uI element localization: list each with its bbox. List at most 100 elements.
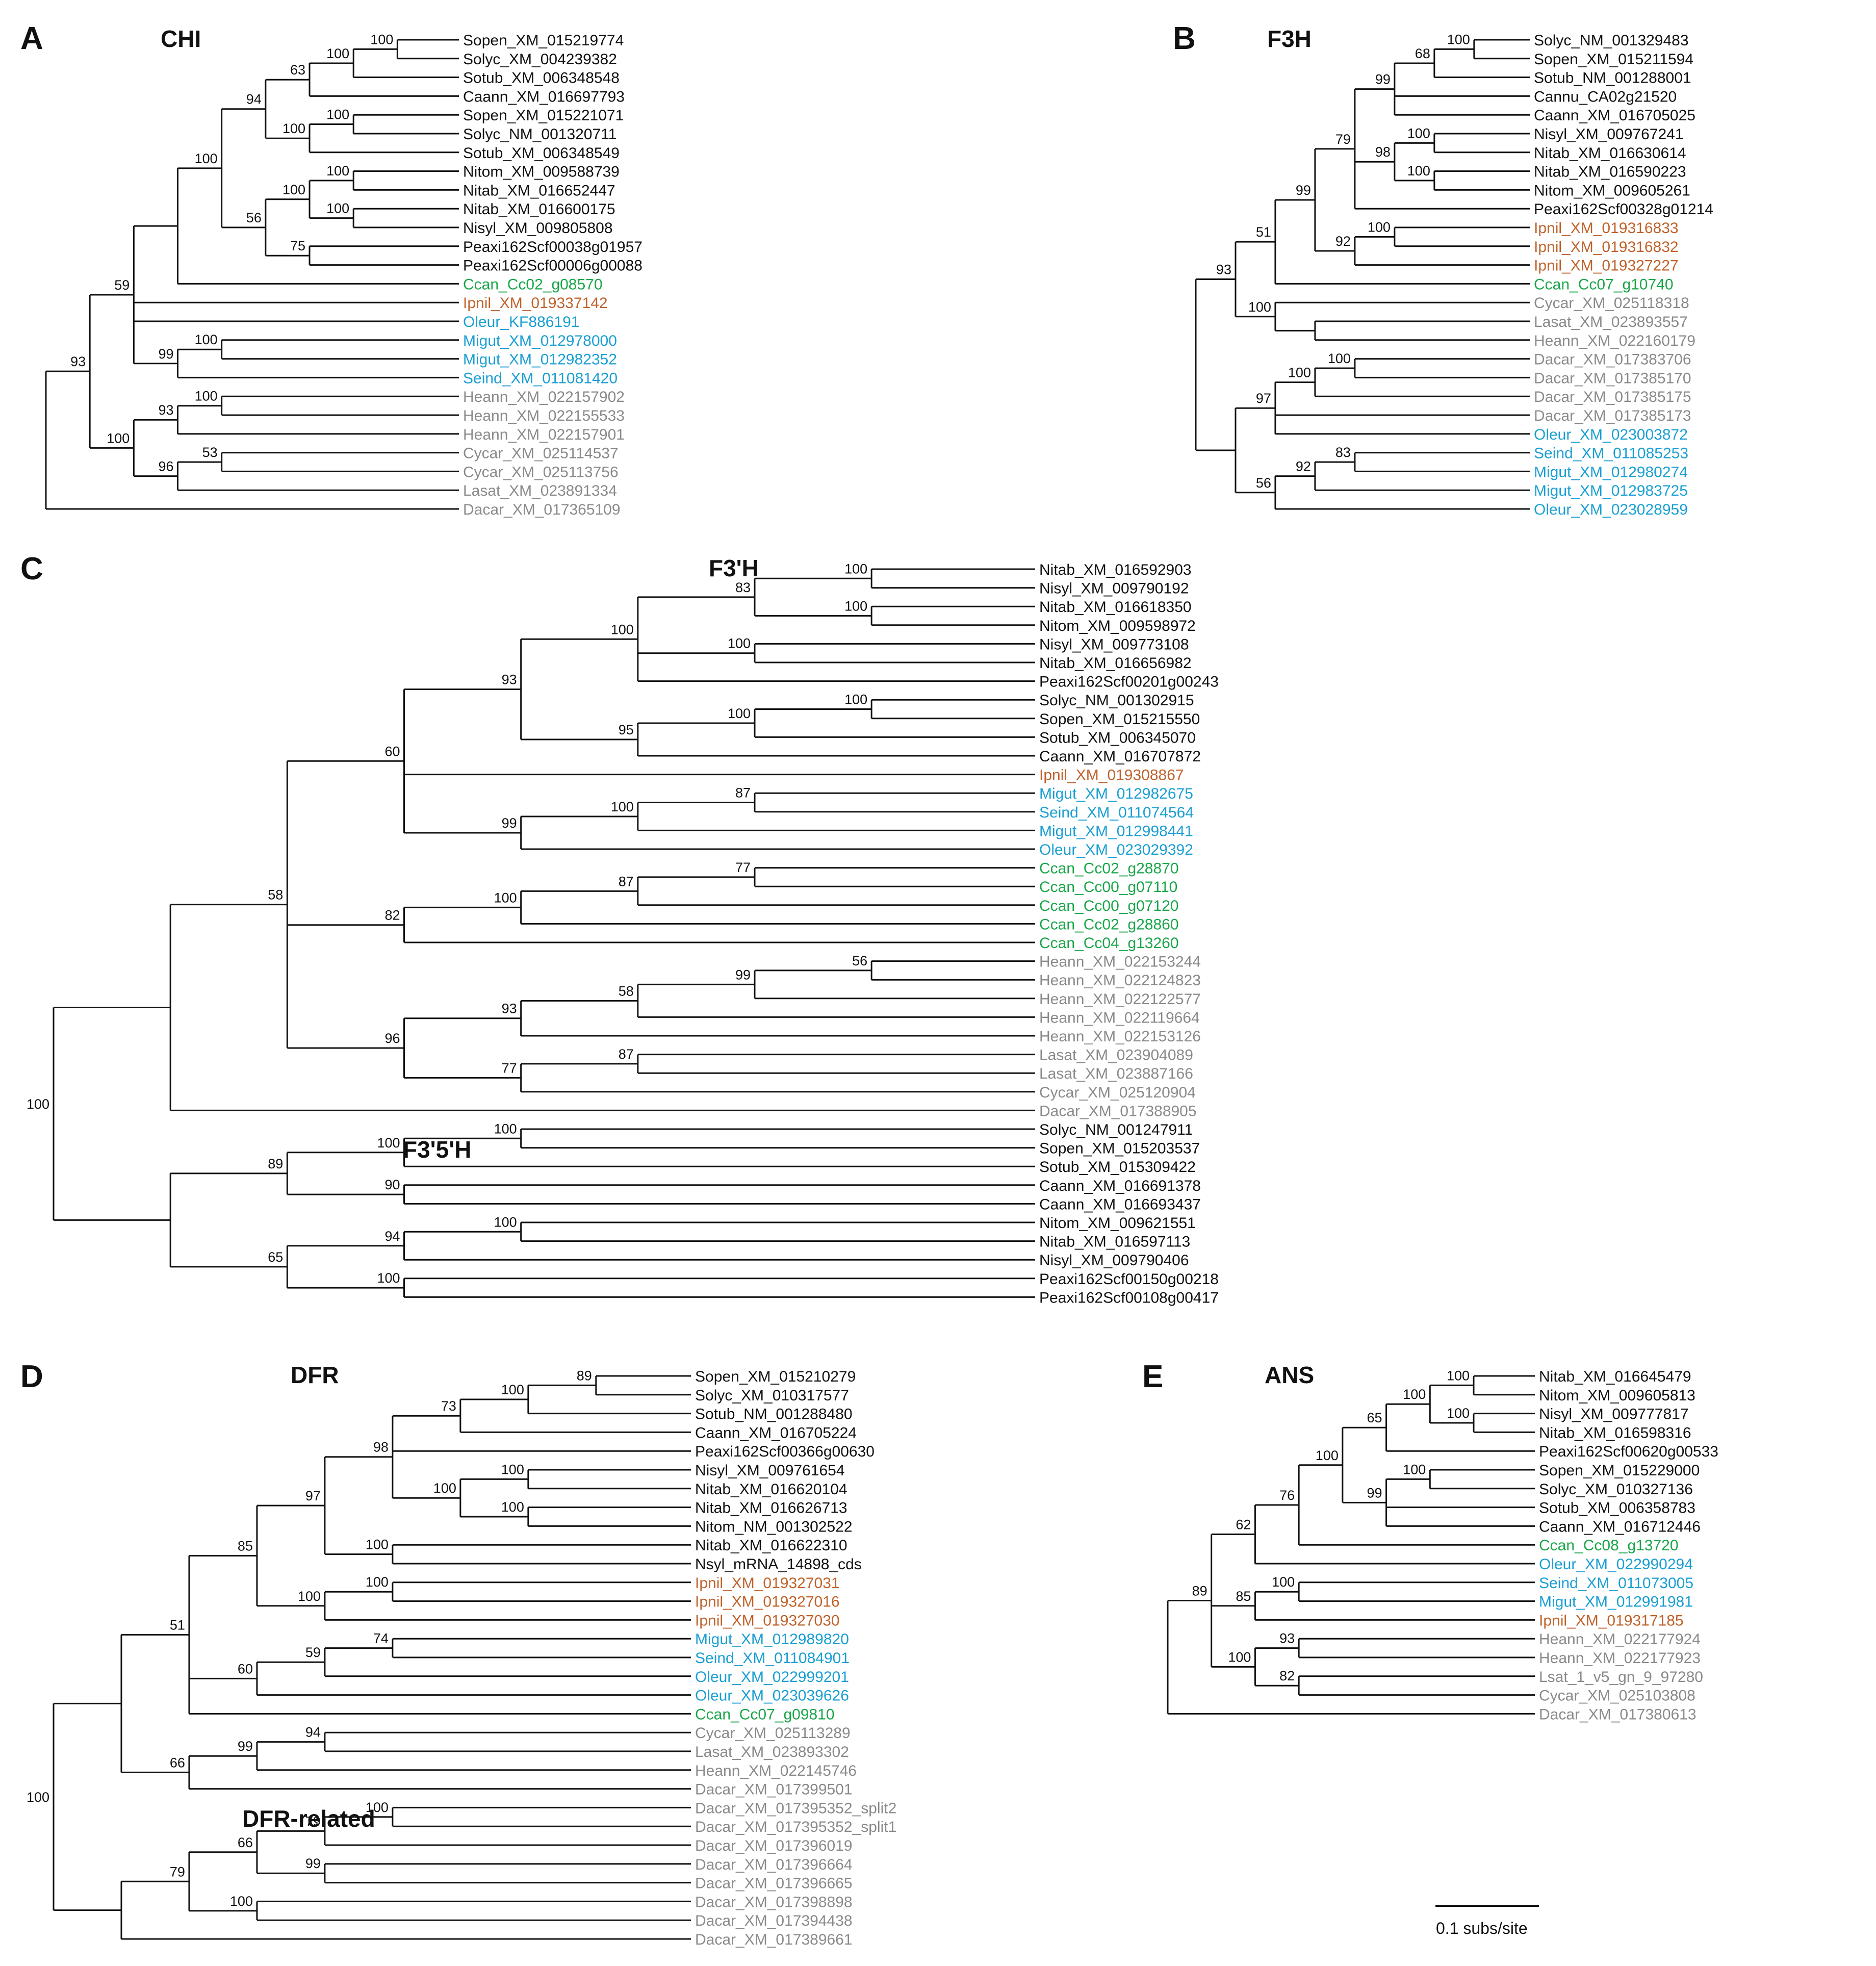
bootstrap-label: 100 — [1447, 1406, 1470, 1421]
bootstrap-label: 100 — [282, 182, 305, 197]
tip-label: Ipnil_XM_019327016 — [695, 1594, 840, 1611]
tip-label: Peaxi162Scf00201g00243 — [1039, 674, 1219, 691]
tip-label: Caann_XM_016705224 — [695, 1424, 857, 1441]
tip-label: Oleur_XM_022990294 — [1539, 1556, 1693, 1573]
tip-label: Peaxi162Scf00108g00417 — [1039, 1289, 1219, 1306]
bootstrap-label: 59 — [305, 1645, 321, 1660]
tip-label: Solyc_NM_001320711 — [463, 126, 616, 143]
bootstrap-label: 100 — [298, 1589, 321, 1604]
tip-label: Ipnil_XM_019316833 — [1534, 220, 1679, 237]
bootstrap-label: 66 — [238, 1835, 253, 1850]
tip-label: Peaxi162Scf00328g01214 — [1534, 201, 1713, 218]
tip-label: Nitab_XM_016590223 — [1534, 164, 1686, 181]
panel-letter-a: A — [20, 21, 43, 56]
tip-label: Sopen_XM_015219774 — [463, 32, 624, 49]
tip-label: Nitab_XM_016622310 — [695, 1537, 847, 1554]
bootstrap-label: 99 — [238, 1739, 253, 1754]
tip-label: Sotub_XM_006348548 — [463, 70, 620, 87]
tip-label: Nitab_XM_016598316 — [1539, 1424, 1691, 1441]
bootstrap-label: 100 — [326, 46, 349, 61]
tip-label: Solyc_XM_010317577 — [695, 1387, 849, 1404]
bootstrap-label: 56 — [852, 953, 867, 968]
bootstrap-label: 100 — [195, 332, 218, 347]
tip-label: Dacar_XM_017394438 — [695, 1912, 853, 1929]
panel-title-dfr: DFR — [291, 1362, 339, 1388]
bootstrap-label: 93 — [1216, 262, 1231, 277]
tip-label: Migut_XM_012982352 — [463, 351, 617, 368]
panel-title-ans: ANS — [1265, 1362, 1314, 1388]
bootstrap-label: 100 — [326, 163, 349, 178]
tree-f3h-f35h: 100 58 60 93 100 83 100 Nitab_XM_016592903 Nisyl… — [27, 561, 1219, 1306]
tip-label: Peaxi162Scf00038g01957 — [463, 239, 643, 256]
tip-label: Nisyl_XM_009761654 — [695, 1462, 845, 1479]
tip-label: Heann_XM_022160179 — [1534, 333, 1695, 349]
tip-label: Nitom_XM_009598972 — [1039, 618, 1196, 634]
tip-label: Dacar_XM_017385170 — [1534, 370, 1691, 387]
bootstrap-label: 99 — [502, 815, 517, 831]
bootstrap-label: 100 — [844, 561, 867, 576]
tip-label: Seind_XM_011073005 — [1539, 1575, 1693, 1592]
bootstrap-label: 92 — [1335, 234, 1351, 249]
bootstrap-label: 100 — [844, 599, 867, 614]
tip-label: Cycar_XM_025120904 — [1039, 1084, 1196, 1101]
tip-label: Sopen_XM_015215550 — [1039, 711, 1200, 728]
tip-label: Cannu_CA02g21520 — [1534, 88, 1677, 105]
tip-label: Cycar_XM_025103808 — [1539, 1688, 1695, 1704]
bootstrap-label: 100 — [1328, 351, 1351, 366]
tip-label: Cycar_XM_025113756 — [463, 464, 619, 480]
tip-label: Oleur_XM_023028959 — [1534, 501, 1688, 518]
bootstrap-label: 99 — [158, 346, 173, 362]
bootstrap-label: 100 — [366, 1537, 389, 1552]
bootstrap-label: 62 — [1236, 1517, 1251, 1533]
bootstrap-label: 93 — [158, 402, 173, 418]
bootstrap-label: 99 — [1296, 183, 1311, 198]
tree-f3h: 93 51 99 79 99 68 100 Solyc_NM_001329483 Sopen_X… — [1195, 32, 1713, 518]
tip-label: Peaxi162Scf00150g00218 — [1039, 1271, 1219, 1288]
tip-label: Dacar_XM_017395352_split1 — [695, 1819, 896, 1835]
tip-label: Migut_XM_012998441 — [1039, 823, 1193, 839]
bootstrap-label: 79 — [1335, 132, 1351, 147]
bootstrap-label: 100 — [326, 201, 349, 216]
tip-label: Sotub_XM_006345070 — [1039, 729, 1196, 746]
tip-label: Solyc_NM_001247911 — [1039, 1121, 1193, 1138]
tip-label: Nitom_XM_009588739 — [463, 164, 620, 181]
bootstrap-label: 100 — [611, 799, 634, 814]
bootstrap-label: 100 — [1316, 1448, 1339, 1463]
tip-label: Lasat_XM_023893302 — [695, 1744, 849, 1760]
tip-label: Ipnil_XM_019317185 — [1539, 1612, 1684, 1629]
tip-label: Lsat_1_v5_gn_9_97280 — [1539, 1669, 1703, 1686]
bootstrap-label: 98 — [1375, 144, 1391, 160]
bootstrap-label: 60 — [238, 1661, 253, 1676]
tip-label: Heann_XM_022153244 — [1039, 954, 1201, 971]
bootstrap-label: 87 — [735, 785, 751, 801]
tree-chi: 93 59 100 94 63 100 100 Sopen_XM_015219774 Solyc… — [45, 32, 643, 518]
bootstrap-label: 100 — [1368, 219, 1391, 235]
bootstrap-label: 56 — [246, 210, 262, 225]
bootstrap-label: 82 — [1279, 1668, 1295, 1683]
bootstrap-label: 73 — [441, 1398, 456, 1414]
bootstrap-label: 83 — [735, 580, 751, 595]
tip-label: Caann_XM_016697793 — [463, 88, 625, 105]
bootstrap-label: 100 — [230, 1894, 253, 1909]
tip-label: Seind_XM_011084901 — [695, 1650, 850, 1667]
tip-label: Seind_XM_011081420 — [463, 370, 618, 387]
bootstrap-label: 97 — [1256, 391, 1271, 406]
bootstrap-label: 65 — [268, 1249, 283, 1265]
tip-label: Dacar_XM_017396019 — [695, 1837, 853, 1854]
tip-label: Nitom_NM_001302522 — [695, 1518, 853, 1535]
tip-label: Ipnil_XM_019308867 — [1039, 767, 1184, 784]
tip-label: Lasat_XM_023887166 — [1039, 1065, 1193, 1082]
tip-label: Dacar_XM_017396665 — [695, 1875, 853, 1892]
bootstrap-label: 85 — [1236, 1589, 1251, 1604]
tip-label: Ipnil_XM_019327030 — [695, 1612, 840, 1629]
tip-label: Nitab_XM_016592903 — [1039, 561, 1192, 578]
tip-label: Migut_XM_012980274 — [1534, 464, 1688, 480]
bootstrap-label: 83 — [1335, 445, 1351, 460]
tree-dfr: 100 51 85 97 98 73 100 89 Sopen_XM_015210279 Soly… — [27, 1368, 896, 1948]
tip-label: Sotub_NM_001288001 — [1534, 70, 1691, 87]
tip-label: Heann_XM_022124823 — [1039, 972, 1201, 989]
tip-label: Oleur_XM_022999201 — [695, 1669, 849, 1686]
bootstrap-label: 60 — [384, 744, 400, 759]
tip-label: Heann_XM_022153126 — [1039, 1028, 1201, 1045]
